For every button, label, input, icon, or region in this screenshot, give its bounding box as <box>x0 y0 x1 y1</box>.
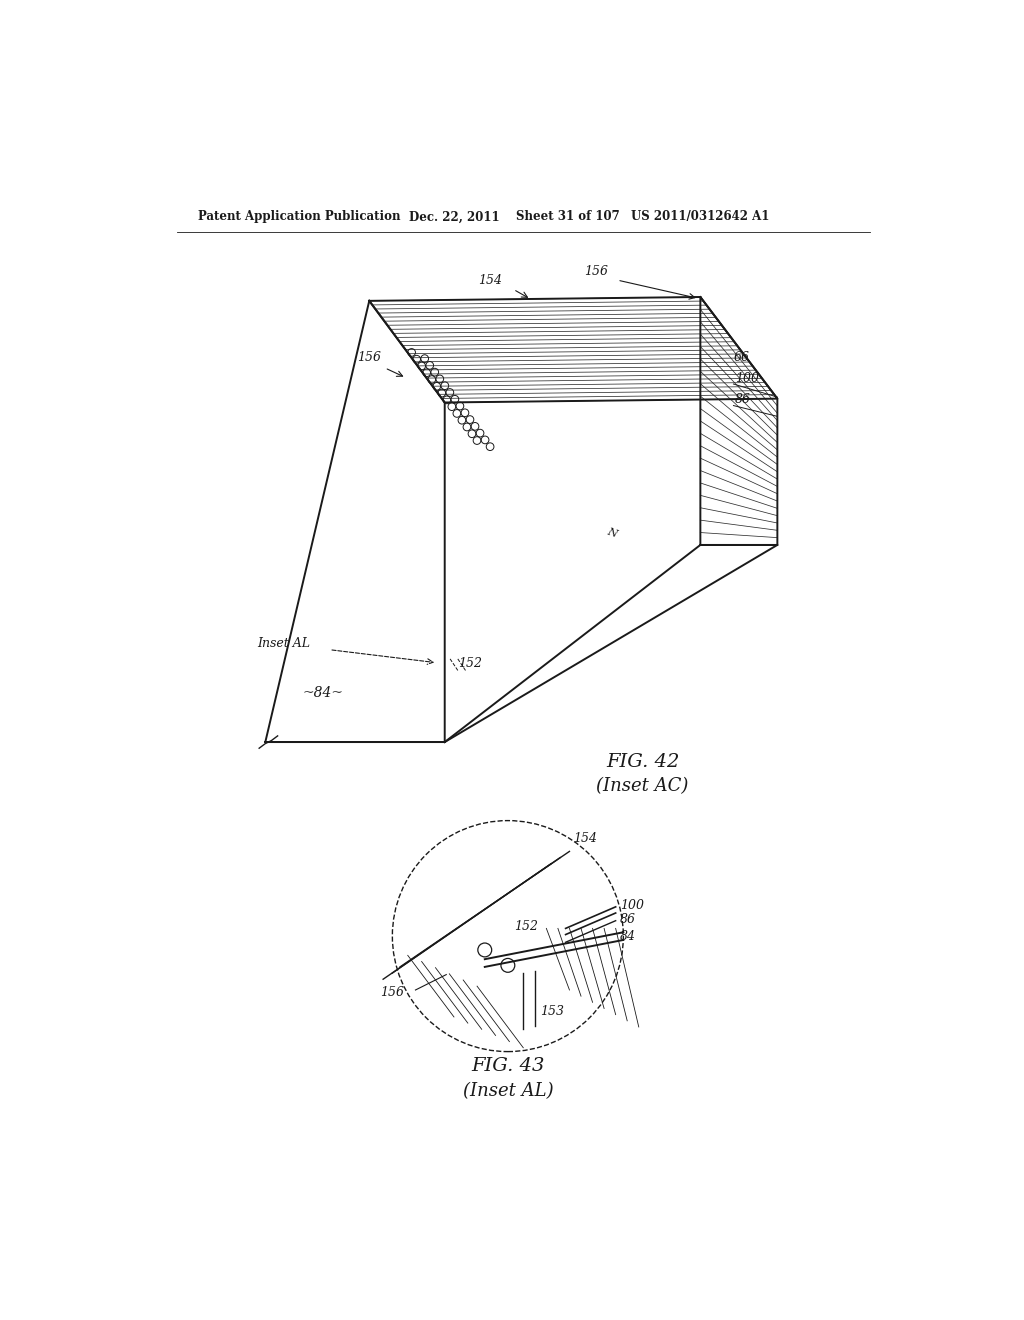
Text: (Inset AC): (Inset AC) <box>596 777 689 796</box>
Text: 156: 156 <box>380 986 404 999</box>
Text: 152: 152 <box>458 656 482 669</box>
Text: 156: 156 <box>584 265 607 279</box>
Text: Inset AL: Inset AL <box>257 638 310 651</box>
Text: 86: 86 <box>621 913 636 927</box>
Text: FIG. 42: FIG. 42 <box>606 752 679 771</box>
Text: 100: 100 <box>735 372 759 384</box>
Text: 154: 154 <box>573 832 597 845</box>
Text: Patent Application Publication: Patent Application Publication <box>199 210 400 223</box>
Text: 86: 86 <box>735 393 751 407</box>
Text: (Inset AL): (Inset AL) <box>463 1082 553 1101</box>
Text: 154: 154 <box>478 275 502 286</box>
Text: Sheet 31 of 107: Sheet 31 of 107 <box>515 210 620 223</box>
Text: Dec. 22, 2011: Dec. 22, 2011 <box>410 210 500 223</box>
Text: ~84~: ~84~ <box>302 686 344 701</box>
Text: FIG. 43: FIG. 43 <box>471 1057 545 1074</box>
Text: 66: 66 <box>733 351 750 364</box>
Text: 153: 153 <box>541 1005 564 1018</box>
Text: 84: 84 <box>621 931 636 942</box>
Text: US 2011/0312642 A1: US 2011/0312642 A1 <box>631 210 769 223</box>
Text: N: N <box>605 527 618 540</box>
Text: 156: 156 <box>357 351 381 364</box>
Text: 152: 152 <box>514 920 538 933</box>
Text: 100: 100 <box>621 899 644 912</box>
